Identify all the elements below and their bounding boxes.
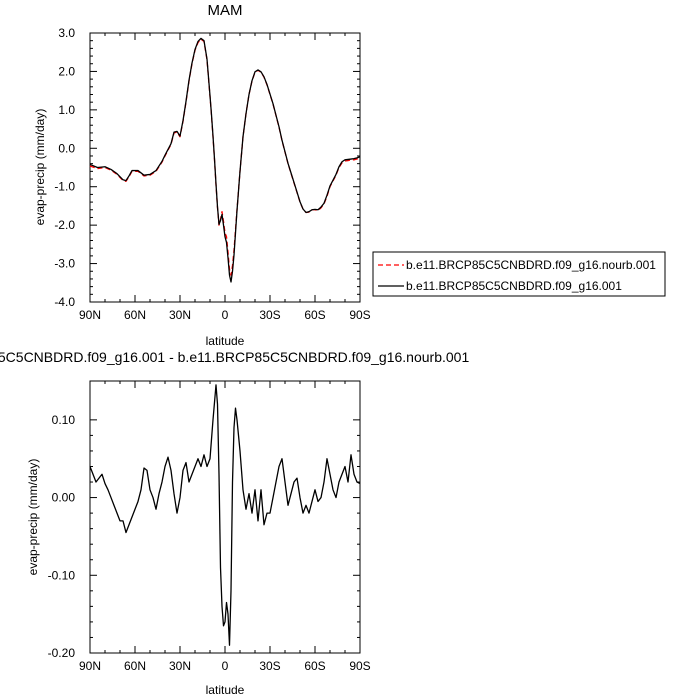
- y-tick-label: -0.20: [48, 646, 76, 660]
- y-tick-label: 2.0: [58, 64, 75, 78]
- y-tick-label: -2.0: [54, 218, 75, 232]
- y-tick-label: 0.10: [52, 413, 76, 427]
- plot-frame: [89, 380, 361, 654]
- x-tick-label: 60N: [124, 308, 146, 322]
- x-axis-label: latitude: [206, 334, 245, 348]
- x-tick-label: 30N: [169, 308, 191, 322]
- y-axis-label: evap-precip (mm/day): [33, 109, 47, 226]
- x-tick-label: 0: [222, 659, 229, 673]
- legend-label-nourb: b.e11.BRCP85C5CNBDRD.f09_g16.nourb.001: [406, 258, 656, 272]
- x-tick-label: 60N: [124, 659, 146, 673]
- x-tick-label: 60S: [304, 308, 325, 322]
- series-line-0: [89, 384, 361, 646]
- y-tick-label: 3.0: [58, 26, 75, 40]
- y-tick-label: 0.0: [58, 141, 75, 155]
- y-tick-label: -4.0: [54, 295, 75, 309]
- y-tick-label: -3.0: [54, 257, 75, 271]
- x-tick-label: 90S: [349, 659, 370, 673]
- x-tick-label: 30S: [259, 308, 280, 322]
- x-tick-label: 90N: [79, 308, 101, 322]
- y-tick-label: 0.00: [52, 491, 76, 505]
- series-line-0: [89, 38, 361, 276]
- legend-label-control: b.e11.BRCP85C5CNBDRD.f09_g16.001: [406, 279, 622, 293]
- chart-title: P85C5CNBDRD.f09_g16.001 - b.e11.BRCP85C5…: [0, 349, 469, 365]
- x-tick-label: 30N: [169, 659, 191, 673]
- y-tick-label: -0.10: [48, 568, 76, 582]
- x-tick-label: 0: [222, 308, 229, 322]
- y-axis-label: evap-precip (mm/day): [26, 459, 40, 576]
- x-tick-label: 30S: [259, 659, 280, 673]
- legend-box: [372, 251, 666, 297]
- x-tick-label: 90N: [79, 659, 101, 673]
- series-line-1: [89, 37, 361, 283]
- y-tick-label: -1.0: [54, 180, 75, 194]
- x-tick-label: 90S: [349, 308, 370, 322]
- bottom-panel: P85C5CNBDRD.f09_g16.001 - b.e11.BRCP85C5…: [0, 349, 469, 697]
- legend: b.e11.BRCP85C5CNBDRD.f09_g16.nourb.001 b…: [372, 251, 666, 297]
- plot-frame: [89, 32, 361, 303]
- top-panel: MAM 90N 60N 30N 0 30S 60S 90S 3.0 2.0 1.0 0.0 -1.0 -…: [33, 2, 371, 348]
- x-tick-label: 60S: [304, 659, 325, 673]
- y-tick-label: 1.0: [58, 103, 75, 117]
- chart-title: MAM: [208, 2, 243, 19]
- x-axis-label: latitude: [206, 683, 245, 697]
